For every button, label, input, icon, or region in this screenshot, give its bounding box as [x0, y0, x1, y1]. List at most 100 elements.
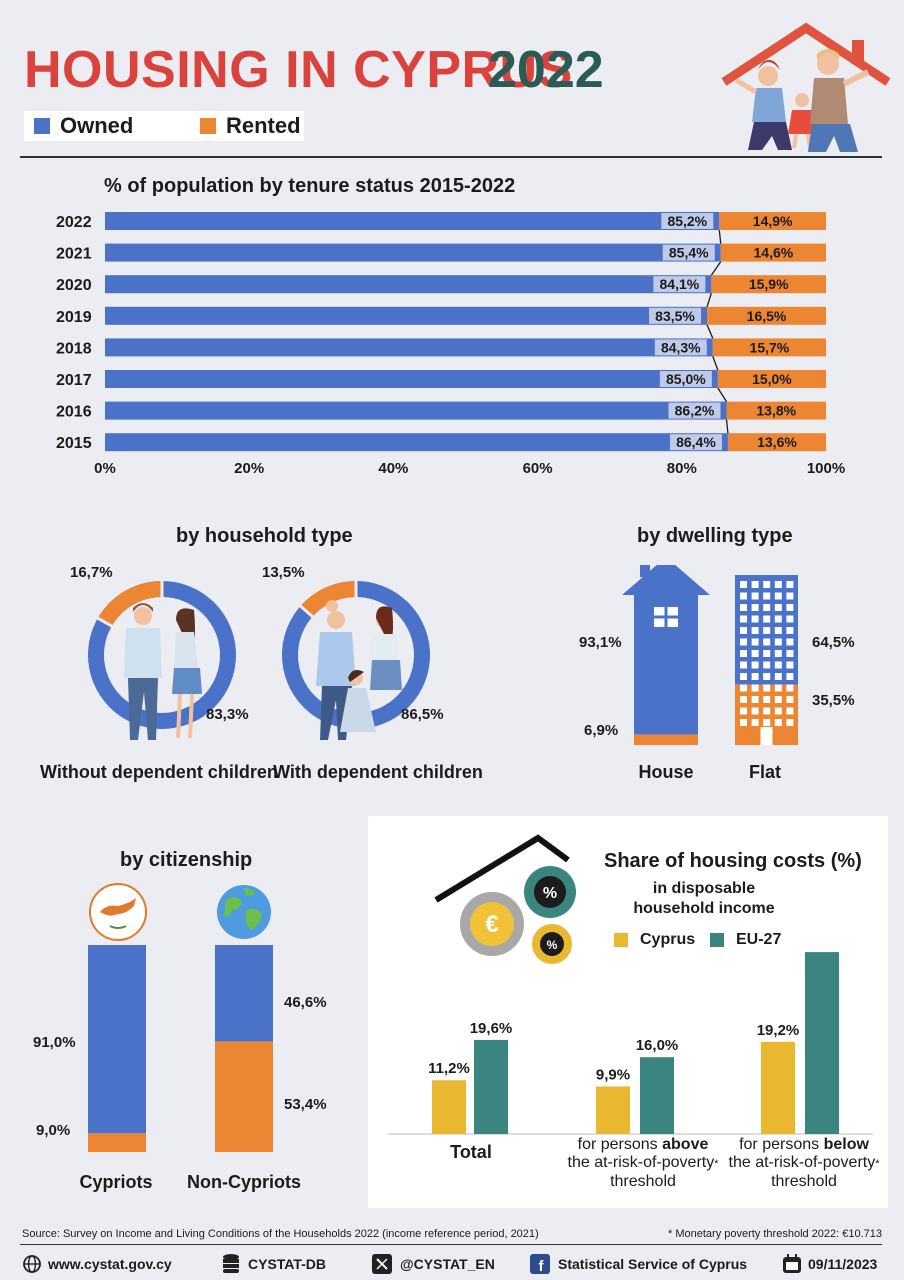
tenure-connector-line: [725, 419, 729, 434]
tenure-owned-value-label: 86,4%: [676, 434, 716, 450]
costs-cyprus-bar: [761, 1041, 795, 1134]
footer-facebook[interactable]: Statistical Service of Cyprus: [558, 1256, 748, 1272]
costs-cat-above-bold: above: [662, 1136, 709, 1153]
dwelling-chart: [622, 565, 798, 745]
tenure-year-label: 2018: [56, 340, 92, 357]
costs-value-label: 19,6%: [470, 1020, 513, 1037]
costs-cyprus-bar: [596, 1086, 630, 1134]
flat-window: [751, 615, 759, 623]
flat-window: [763, 673, 771, 680]
tenure-owned-label-bg: [654, 339, 707, 356]
main-legend: Owned Rented: [24, 111, 304, 141]
flat-window: [751, 673, 759, 680]
flat-window: [786, 627, 794, 634]
tenure-rented-bar: [707, 306, 826, 325]
tenure-connector-line: [710, 261, 722, 276]
flat-window: [740, 581, 747, 588]
costs-cat-above-line2: the at-risk-of-poverty: [567, 1154, 715, 1171]
house-rented-bar: [634, 734, 698, 745]
flat-window: [751, 604, 759, 611]
tenure-rented-value-label: 15,9%: [749, 276, 789, 292]
flat-window: [740, 615, 747, 623]
legend-eu-label: EU-27: [736, 931, 782, 948]
tenure-owned-value-label: 85,2%: [667, 213, 707, 229]
tenure-rented-bar: [720, 243, 826, 262]
tenure-owned-value-label: 84,3%: [661, 339, 701, 355]
citizenship-rented-bar: [88, 1133, 146, 1152]
flat-rented-label: 35,5%: [812, 692, 855, 709]
tenure-chart: 2022 85,2% 14,9% 2021 85,4% 14,6% 2020 84,1% 15,…: [56, 212, 845, 477]
tenure-owned-value-label: 85,4%: [669, 245, 709, 261]
globe-icon: [217, 885, 271, 939]
flat-window: [774, 581, 782, 588]
tenure-owned-value-label: 85,0%: [666, 371, 706, 387]
costs-cat-total: Total: [450, 1142, 492, 1162]
flat-window: [763, 696, 771, 703]
tenure-owned-label-bg: [668, 402, 721, 419]
flat-door: [760, 727, 773, 745]
flat-window: [774, 719, 782, 726]
flat-window: [774, 592, 782, 600]
flat-window: [763, 592, 771, 600]
tenure-owned-label-bg: [662, 244, 715, 261]
family-illustration: [316, 600, 402, 740]
tenure-connector-line: [712, 356, 719, 371]
donut-rented-arc: [300, 581, 357, 617]
costs-cat-below-line3: threshold: [771, 1173, 837, 1190]
tenure-owned-bar: [105, 433, 728, 452]
footer-twitter[interactable]: @CYSTAT_EN: [400, 1256, 495, 1272]
footer-db[interactable]: CYSTAT-DB: [248, 1256, 327, 1272]
costs-subtitle-1: in disposable: [652, 880, 756, 897]
cyprus-flag-icon: [89, 883, 147, 941]
tenure-x-tick: 100%: [807, 460, 845, 477]
flat-window: [763, 638, 771, 646]
flat-window: [751, 638, 759, 646]
house-rented-label: 6,9%: [584, 722, 619, 739]
legend-owned-swatch: [34, 118, 50, 134]
flat-window: [740, 638, 747, 646]
tenure-rented-bar: [712, 338, 826, 357]
tenure-rented-bar: [717, 370, 826, 388]
housing-costs-chart: 11,2%19,6%9,9%16,0%19,2%37,9%: [388, 952, 873, 1135]
footer-date: 09/11/2023: [808, 1256, 878, 1272]
tenure-owned-bar: [105, 370, 718, 388]
flat-window: [740, 661, 747, 669]
legend-cyprus-label: Cyprus: [640, 931, 696, 948]
tenure-x-tick: 80%: [667, 460, 697, 477]
tenure-year-label: 2017: [56, 372, 92, 389]
tenure-rented-value-label: 14,9%: [753, 213, 793, 229]
costs-cat-below-line1: for persons: [739, 1136, 820, 1153]
tenure-connector-line: [718, 229, 722, 244]
flat-window: [763, 719, 771, 726]
legend-owned-label: Owned: [60, 113, 134, 138]
flat-window: [774, 604, 782, 611]
flat-owned-label: 64,5%: [812, 634, 855, 651]
house-roof: [622, 565, 710, 595]
flat-window: [774, 627, 782, 634]
tenure-rented-value-label: 16,5%: [747, 308, 787, 324]
flat-window: [763, 581, 771, 588]
page-title-year: 2022: [488, 41, 604, 99]
flat-window: [774, 638, 782, 646]
tenure-owned-value-label: 83,5%: [655, 308, 695, 324]
source-note: Source: Survey on Income and Living Cond…: [22, 1228, 539, 1240]
flat-window: [774, 684, 782, 692]
noncypriots-owned-label: 46,6%: [284, 994, 327, 1011]
costs-subtitle-2: household income: [633, 900, 775, 917]
tenure-year-label: 2016: [56, 404, 92, 421]
flat-window: [763, 661, 771, 669]
flat-window: [786, 719, 794, 726]
house-label: House: [638, 762, 694, 782]
flat-window: [740, 673, 747, 680]
flat-window: [786, 707, 794, 715]
housing-costs-panel: [368, 816, 888, 1208]
costs-value-label: 9,9%: [596, 1066, 630, 1083]
svg-text:€: €: [485, 911, 498, 938]
flat-window: [740, 707, 747, 715]
tenure-connector-line: [706, 324, 714, 339]
footer-website[interactable]: www.cystat.gov.cy: [48, 1256, 172, 1272]
family-house-illustration: [721, 22, 891, 152]
citizenship-owned-bar: [215, 945, 273, 1042]
tenure-rented-value-label: 13,8%: [756, 403, 796, 419]
cypriots-owned-label: 91,0%: [33, 1034, 76, 1051]
